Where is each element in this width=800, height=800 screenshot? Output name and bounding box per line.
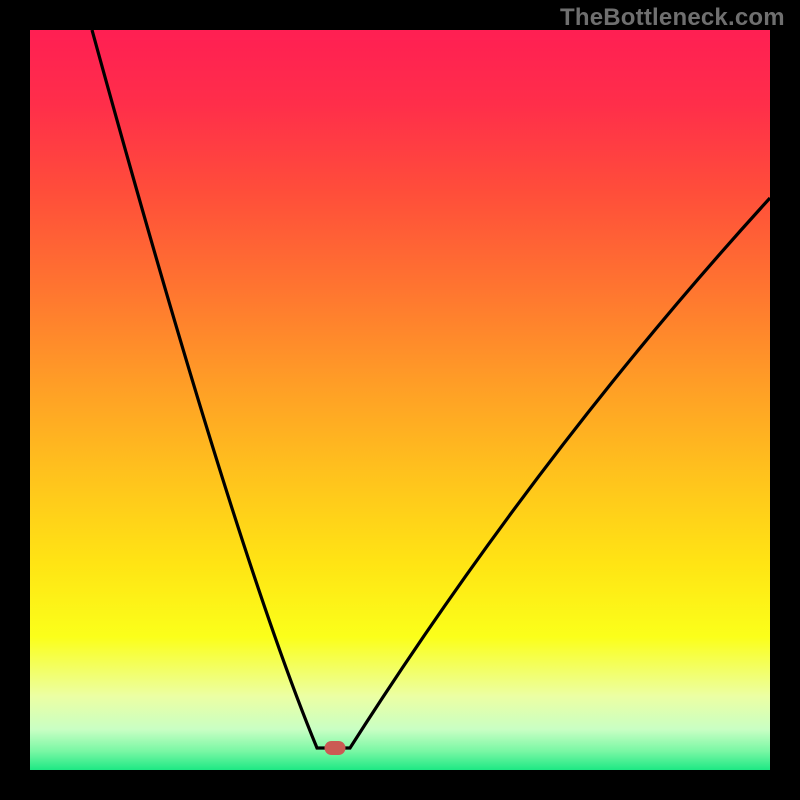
optimum-marker [325,741,346,755]
frame-border-right [770,0,800,800]
frame-border-bottom [0,770,800,800]
watermark-text: TheBottleneck.com [560,4,785,32]
bottleneck-plot [30,30,770,770]
frame-border-left [0,0,30,800]
gradient-background [30,30,770,770]
